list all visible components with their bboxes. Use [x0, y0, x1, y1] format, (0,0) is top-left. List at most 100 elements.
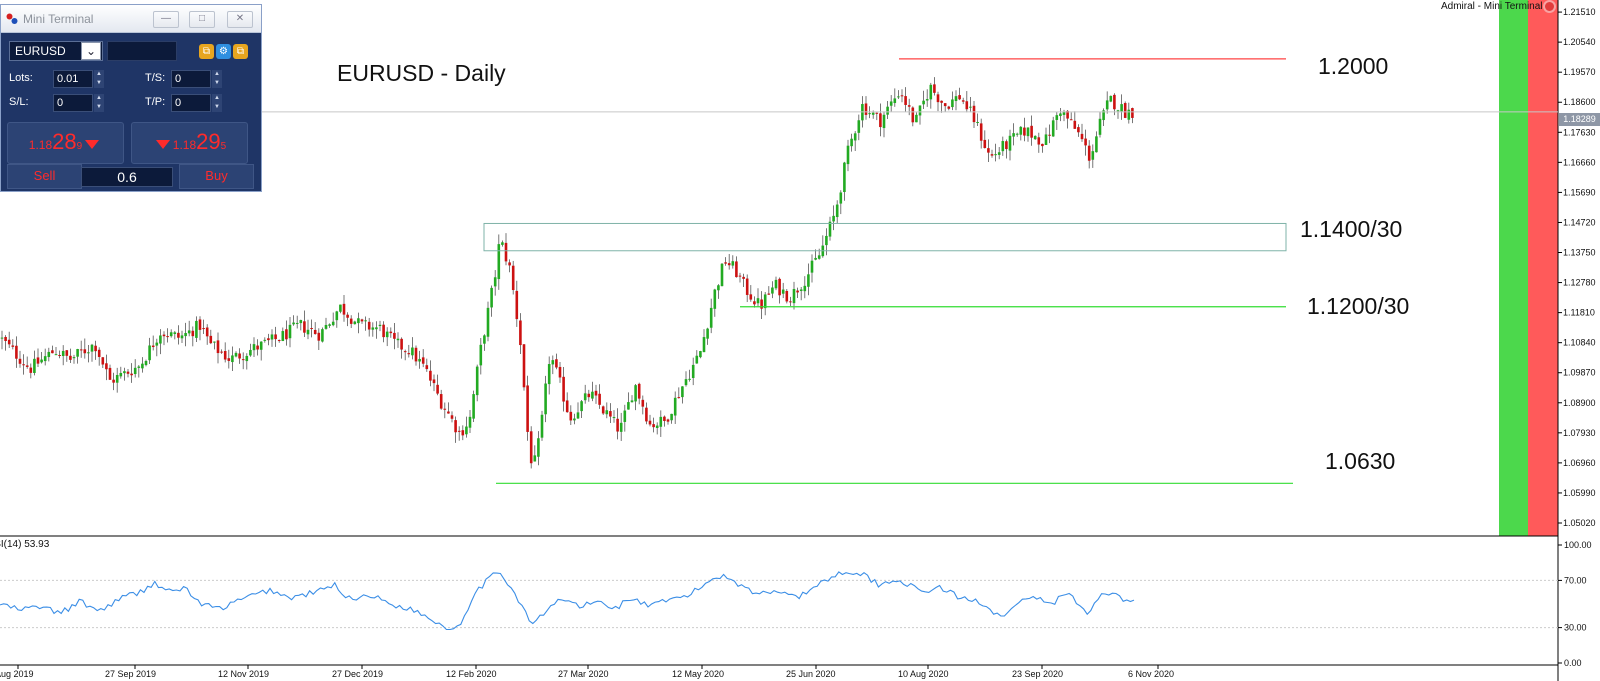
- candle-bearish: [7, 339, 11, 345]
- candle-bullish: [623, 410, 627, 422]
- terminal-status-icon[interactable]: [1543, 0, 1556, 13]
- candle-bullish: [832, 215, 835, 222]
- candle-bearish: [29, 367, 33, 373]
- candle-bearish: [274, 334, 277, 340]
- candle-bearish: [112, 379, 115, 383]
- candle-bullish: [551, 360, 555, 365]
- candle-bearish: [864, 103, 868, 115]
- sell-price-box[interactable]: 1.18289: [7, 122, 124, 164]
- sell-button[interactable]: Sell: [7, 164, 82, 189]
- volume-input[interactable]: 0.6: [81, 167, 173, 187]
- date-axis: 1 Aug 2019 27 Sep 2019 12 Nov 2019 27 Dec 2…: [0, 665, 1174, 679]
- candle-bearish: [130, 373, 133, 376]
- candle-bearish: [151, 345, 155, 348]
- buy-price-box[interactable]: 1.18295: [131, 122, 248, 164]
- rsi-pane: 100.00 70.00 30.00 0.00: [0, 540, 1592, 668]
- candle-bearish: [317, 332, 321, 341]
- candle-bearish: [162, 334, 166, 337]
- candle-bearish: [105, 363, 108, 370]
- buy-button[interactable]: Buy: [179, 164, 254, 189]
- candle-bearish: [238, 353, 241, 359]
- candle-bearish: [565, 400, 569, 413]
- candle-bearish: [11, 345, 15, 347]
- candle-bullish: [353, 321, 357, 325]
- copy-icon[interactable]: ⧉: [199, 44, 214, 59]
- price-tick-label: 1.13750: [1563, 248, 1596, 258]
- candle-bullish: [141, 363, 144, 369]
- mini-terminal-titlebar[interactable]: Mini Terminal — □ ✕: [1, 5, 261, 33]
- ts-input[interactable]: 0: [171, 70, 211, 88]
- gear-icon[interactable]: ⚙: [216, 44, 231, 59]
- candle-bearish: [1037, 137, 1041, 145]
- candle-bullish: [720, 263, 724, 287]
- price-tick-label: 1.07930: [1563, 428, 1596, 438]
- candle-bearish: [663, 416, 666, 421]
- buy-down-arrow-icon: [155, 140, 170, 150]
- candle-bearish: [1066, 110, 1069, 119]
- candle-bearish: [911, 107, 915, 123]
- close-button[interactable]: ✕: [227, 11, 253, 28]
- candle-bearish: [979, 123, 983, 141]
- price-tick-label: 1.21510: [1563, 7, 1596, 17]
- candle-bullish: [540, 414, 544, 438]
- lots-input[interactable]: 0.01: [53, 70, 93, 88]
- candle-bearish: [738, 275, 742, 277]
- expand-icon[interactable]: ⧉: [233, 44, 248, 59]
- candle-bullish: [1120, 104, 1123, 112]
- candle-bearish: [457, 430, 461, 432]
- candle-bearish: [641, 399, 645, 407]
- ts-stepper[interactable]: ▲ ▼: [212, 70, 222, 88]
- candle-bearish: [562, 376, 565, 402]
- candle-bullish: [288, 324, 292, 339]
- candle-bullish: [792, 288, 796, 304]
- candle-bearish: [587, 393, 591, 398]
- candle-bullish: [479, 344, 483, 366]
- mini-terminal-window[interactable]: Mini Terminal — □ ✕ EURUSD ⌄ ⧉ ⚙ ⧉ Lots:…: [0, 4, 262, 192]
- candle-bullish: [155, 342, 159, 346]
- candle-bullish: [1001, 141, 1005, 152]
- tp-input[interactable]: 0: [171, 94, 211, 112]
- candle-bullish: [465, 426, 468, 435]
- sl-input[interactable]: 0: [53, 94, 93, 112]
- candle-bearish: [1087, 145, 1091, 161]
- candle-bullish: [612, 417, 616, 419]
- tp-stepper[interactable]: ▲ ▼: [212, 94, 222, 112]
- candle-bullish: [688, 378, 691, 380]
- candle-bullish: [951, 99, 954, 108]
- candle-bullish: [976, 121, 979, 123]
- candle-bullish: [882, 114, 886, 129]
- chevron-down-icon[interactable]: ⌄: [81, 42, 101, 60]
- rsi-label: RSI(14) 53.93: [0, 539, 50, 550]
- candle-bearish: [83, 349, 87, 354]
- candle-bearish: [256, 345, 259, 350]
- price-tick-label: 1.14720: [1563, 217, 1596, 227]
- candle-bullish: [234, 352, 238, 357]
- candle-bullish: [814, 257, 817, 260]
- sell-price-pips: 28: [52, 129, 77, 154]
- candle-bearish: [79, 349, 83, 351]
- candle-bearish: [785, 290, 789, 302]
- candle-bullish: [335, 311, 339, 321]
- price-tick-label: 1.19570: [1563, 67, 1596, 77]
- candle-bearish: [25, 365, 29, 367]
- buy-price-fraction: 5: [220, 141, 227, 152]
- candle-bullish: [681, 386, 684, 398]
- sl-stepper[interactable]: ▲ ▼: [94, 94, 104, 112]
- maximize-button[interactable]: □: [189, 11, 215, 28]
- candle-bearish: [69, 355, 72, 360]
- candle-bearish: [1069, 119, 1073, 121]
- candle-bullish: [673, 397, 677, 416]
- candle-bullish: [331, 321, 335, 326]
- candle-bullish: [159, 335, 162, 344]
- candle-bullish: [699, 351, 702, 358]
- minimize-button[interactable]: —: [153, 11, 179, 28]
- symbol-select[interactable]: EURUSD: [9, 41, 103, 61]
- candle-bearish: [443, 408, 447, 410]
- candle-bullish: [375, 327, 378, 330]
- price-tick-label: 1.12780: [1563, 278, 1596, 288]
- price-tick-label: 1.09870: [1563, 368, 1596, 378]
- candle-bullish: [547, 364, 551, 385]
- candle-bullish: [580, 401, 583, 412]
- lots-stepper[interactable]: ▲ ▼: [94, 70, 104, 88]
